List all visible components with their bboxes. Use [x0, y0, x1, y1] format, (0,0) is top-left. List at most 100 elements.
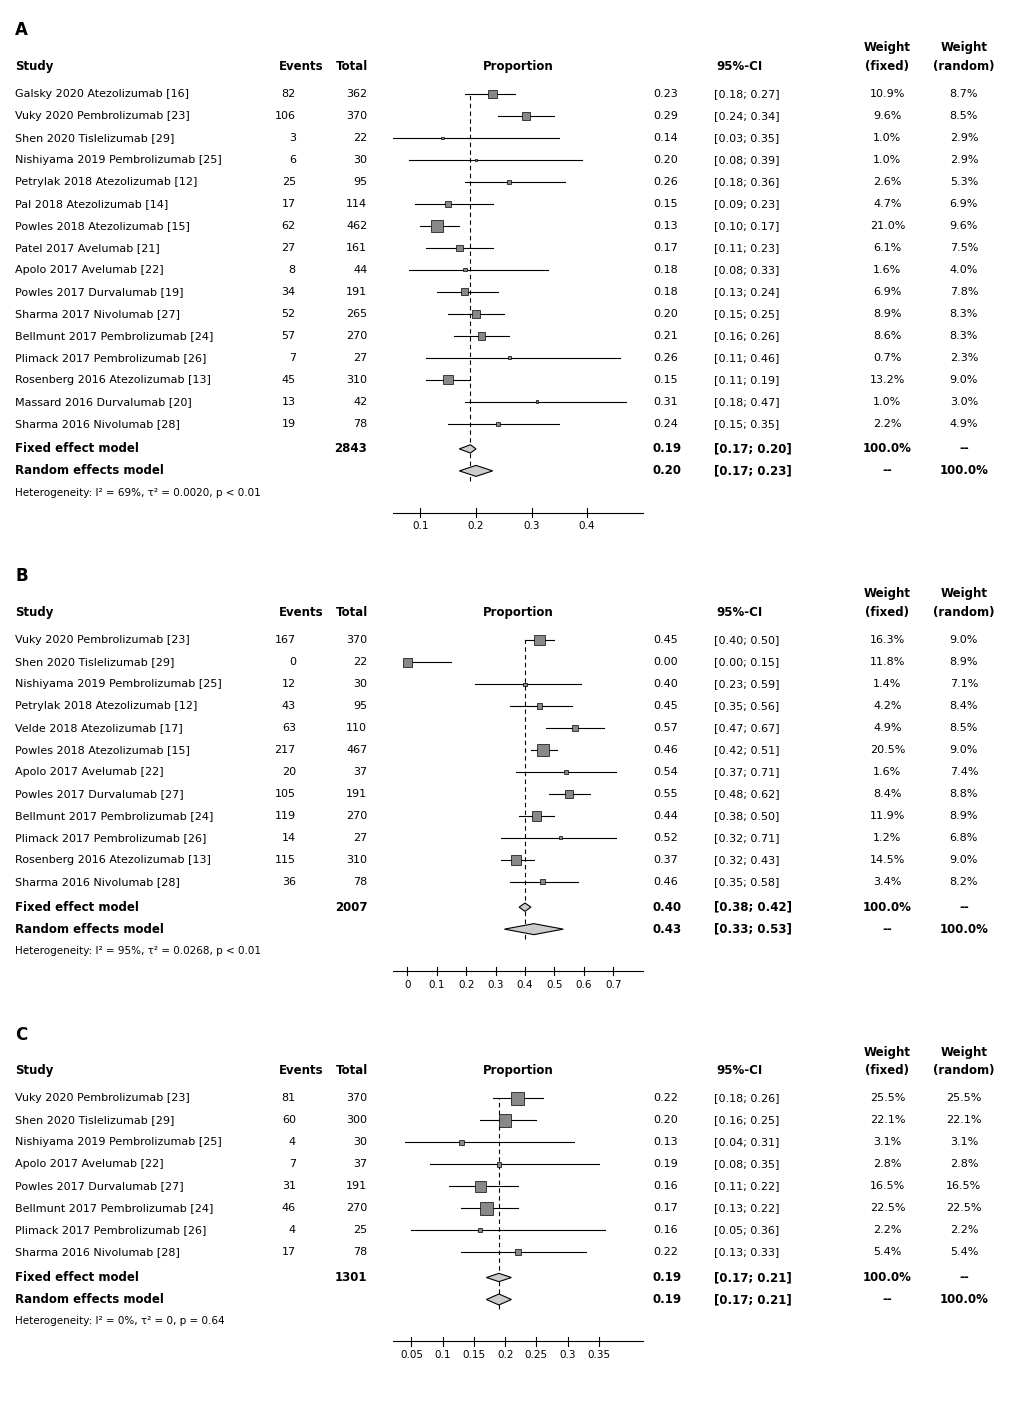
Text: 8.5%: 8.5% — [949, 723, 977, 733]
Text: [0.35; 0.58]: [0.35; 0.58] — [713, 876, 779, 886]
Text: Weight: Weight — [940, 587, 986, 600]
Bar — [474, 159, 477, 162]
Text: 1.0%: 1.0% — [872, 133, 901, 143]
Text: Vuky 2020 Pembrolizumab [23]: Vuky 2020 Pembrolizumab [23] — [15, 635, 190, 645]
Text: [0.03; 0.35]: [0.03; 0.35] — [713, 133, 779, 143]
Text: Sharma 2016 Nivolumab [28]: Sharma 2016 Nivolumab [28] — [15, 418, 180, 428]
Text: 191: 191 — [345, 788, 367, 798]
Text: 8.8%: 8.8% — [949, 788, 977, 798]
Text: 8.9%: 8.9% — [949, 657, 977, 666]
Text: 0.46: 0.46 — [652, 876, 677, 886]
Bar — [477, 332, 485, 339]
Text: A: A — [15, 21, 29, 40]
Text: 25: 25 — [353, 1225, 367, 1235]
Text: 0.14: 0.14 — [652, 133, 677, 143]
Polygon shape — [519, 903, 530, 912]
Text: Proportion: Proportion — [482, 605, 553, 620]
Text: 1.2%: 1.2% — [872, 832, 901, 842]
Text: 78: 78 — [353, 1248, 367, 1258]
Text: 82: 82 — [281, 89, 296, 99]
Text: 17: 17 — [281, 199, 296, 208]
Text: [0.11; 0.23]: [0.11; 0.23] — [713, 242, 779, 252]
Text: 370: 370 — [345, 111, 367, 121]
Text: 0.17: 0.17 — [652, 1204, 677, 1214]
Text: Total: Total — [335, 1065, 368, 1078]
Bar — [455, 244, 463, 251]
Text: 167: 167 — [274, 635, 296, 645]
Text: 0.5: 0.5 — [545, 980, 562, 990]
Text: Bellmunt 2017 Pembrolizumab [24]: Bellmunt 2017 Pembrolizumab [24] — [15, 811, 213, 821]
Text: 2.2%: 2.2% — [872, 418, 901, 428]
Text: 16.5%: 16.5% — [946, 1181, 980, 1191]
Text: 0.37: 0.37 — [652, 855, 677, 865]
Text: [0.48; 0.62]: [0.48; 0.62] — [713, 788, 779, 798]
Text: 370: 370 — [345, 1093, 367, 1103]
Text: 22.5%: 22.5% — [869, 1204, 904, 1214]
Text: 1.6%: 1.6% — [872, 265, 901, 275]
Text: [0.05; 0.36]: [0.05; 0.36] — [713, 1225, 779, 1235]
Text: [0.18; 0.27]: [0.18; 0.27] — [713, 89, 779, 99]
Text: Shen 2020 Tislelizumab [29]: Shen 2020 Tislelizumab [29] — [15, 657, 174, 666]
Text: 9.0%: 9.0% — [949, 855, 977, 865]
Text: 9.0%: 9.0% — [949, 374, 977, 384]
Text: 30: 30 — [353, 679, 367, 689]
Text: 13: 13 — [281, 397, 296, 407]
Text: 362: 362 — [345, 89, 367, 99]
Text: 8: 8 — [288, 265, 296, 275]
Text: 3.4%: 3.4% — [872, 876, 901, 886]
Text: Powles 2018 Atezolizumab [15]: Powles 2018 Atezolizumab [15] — [15, 221, 190, 231]
Polygon shape — [504, 923, 562, 934]
Text: 191: 191 — [345, 1181, 367, 1191]
Text: Velde 2018 Atezolizumab [17]: Velde 2018 Atezolizumab [17] — [15, 723, 182, 733]
Text: Plimack 2017 Pembrolizumab [26]: Plimack 2017 Pembrolizumab [26] — [15, 353, 207, 363]
Text: Powles 2017 Durvalumab [27]: Powles 2017 Durvalumab [27] — [15, 788, 183, 798]
Text: Weight: Weight — [863, 1045, 910, 1059]
Text: Study: Study — [15, 1065, 54, 1078]
Text: [0.11; 0.22]: [0.11; 0.22] — [713, 1181, 779, 1191]
Text: Bellmunt 2017 Pembrolizumab [24]: Bellmunt 2017 Pembrolizumab [24] — [15, 330, 213, 340]
Text: 37: 37 — [353, 1160, 367, 1170]
Text: 22.1%: 22.1% — [869, 1116, 904, 1126]
Text: Random effects model: Random effects model — [15, 923, 164, 936]
Bar — [534, 635, 544, 645]
Text: 0.24: 0.24 — [652, 418, 677, 428]
Text: 0.3: 0.3 — [487, 980, 503, 990]
Text: Petrylak 2018 Atezolizumab [12]: Petrylak 2018 Atezolizumab [12] — [15, 700, 198, 710]
Text: [0.47; 0.67]: [0.47; 0.67] — [713, 723, 779, 733]
Text: 0.19: 0.19 — [652, 1271, 682, 1285]
Bar — [536, 703, 542, 709]
Text: 3: 3 — [288, 133, 296, 143]
Text: Shen 2020 Tislelizumab [29]: Shen 2020 Tislelizumab [29] — [15, 1116, 174, 1126]
Text: 4.9%: 4.9% — [872, 723, 901, 733]
Text: 0.45: 0.45 — [652, 700, 677, 710]
Text: Weight: Weight — [940, 41, 986, 54]
Text: 5.4%: 5.4% — [949, 1248, 977, 1258]
Text: 2.3%: 2.3% — [949, 353, 977, 363]
Text: 27: 27 — [353, 353, 367, 363]
Text: [0.08; 0.33]: [0.08; 0.33] — [713, 265, 779, 275]
Text: 10.9%: 10.9% — [869, 89, 904, 99]
Text: 0.57: 0.57 — [652, 723, 677, 733]
Bar — [431, 220, 442, 233]
Text: 2.8%: 2.8% — [872, 1160, 901, 1170]
Text: 9.6%: 9.6% — [949, 221, 977, 231]
Text: Petrylak 2018 Atezolizumab [12]: Petrylak 2018 Atezolizumab [12] — [15, 177, 198, 187]
Text: 9.6%: 9.6% — [872, 111, 901, 121]
Text: (random): (random) — [932, 60, 994, 72]
Text: 110: 110 — [345, 723, 367, 733]
Text: 0.46: 0.46 — [652, 744, 677, 754]
Text: 3.0%: 3.0% — [949, 397, 977, 407]
Text: 4.2%: 4.2% — [872, 700, 901, 710]
Text: 25.5%: 25.5% — [946, 1093, 980, 1103]
Text: C: C — [15, 1025, 28, 1044]
Text: Heterogeneity: I² = 0%, τ² = 0, p = 0.64: Heterogeneity: I² = 0%, τ² = 0, p = 0.64 — [15, 1316, 225, 1326]
Text: 0.26: 0.26 — [652, 177, 677, 187]
Text: 100.0%: 100.0% — [938, 464, 987, 478]
Bar — [511, 1092, 524, 1105]
Text: 95: 95 — [353, 700, 367, 710]
Text: Apolo 2017 Avelumab [22]: Apolo 2017 Avelumab [22] — [15, 1160, 164, 1170]
Text: 27: 27 — [353, 832, 367, 842]
Text: 467: 467 — [345, 744, 367, 754]
Text: 63: 63 — [281, 723, 296, 733]
Text: Proportion: Proportion — [482, 60, 553, 72]
